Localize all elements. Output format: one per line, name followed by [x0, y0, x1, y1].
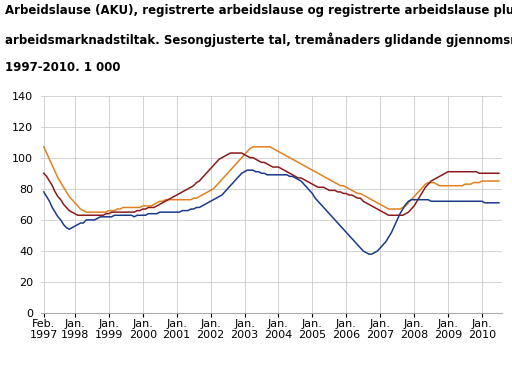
Text: arbeidsmarknadstiltak. Sesongjusterte tal, tremånaders glidande gjennomsnitt.: arbeidsmarknadstiltak. Sesongjusterte ta… — [5, 32, 512, 47]
Text: 1997-2010. 1 000: 1997-2010. 1 000 — [5, 61, 121, 74]
Text: Arbeidslause (AKU), registrerte arbeidslause og registrerte arbeidslause pluss: Arbeidslause (AKU), registrerte arbeidsl… — [5, 4, 512, 17]
